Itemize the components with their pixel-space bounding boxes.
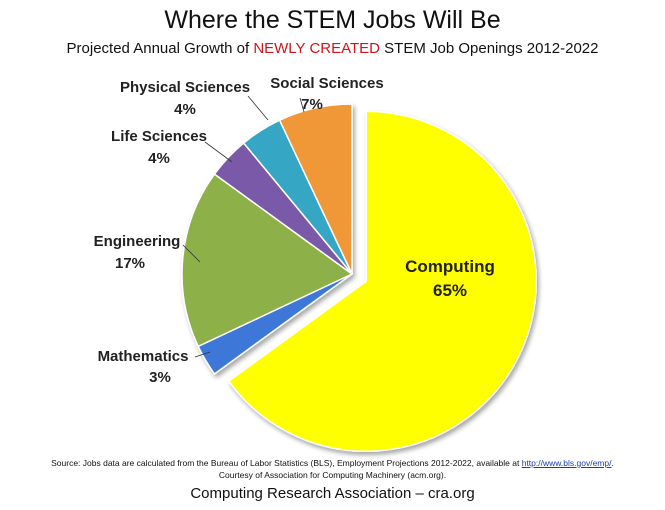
subtitle-highlight: NEWLY CREATED — [253, 40, 380, 57]
chart-title: Where the STEM Jobs Will Be — [164, 6, 501, 34]
pie-chart: Computing 65% Mathematics 3% Engineering 17% L… — [94, 75, 537, 452]
slice-value-engineering: 17% — [115, 255, 145, 272]
leader-line-social-sciences — [299, 97, 305, 113]
slice-label-physical-sciences: Physical Sciences — [120, 79, 250, 96]
leader-line-engineering — [182, 244, 201, 263]
slice-label-mathematics: Mathematics — [98, 348, 189, 365]
slice-value-computing: 65% — [433, 281, 467, 300]
chart-subtitle: Projected Annual Growth of NEWLY CREATED… — [0, 40, 665, 57]
footer-credit: Computing Research Association – cra.org — [190, 485, 475, 502]
subtitle-suffix: STEM Job Openings 2012-2022 — [380, 40, 599, 57]
slice-label-computing: Computing — [405, 257, 495, 276]
source-note: Source: Jobs data are calculated from th… — [0, 457, 665, 481]
slice-engineering — [181, 173, 354, 348]
slice-value-mathematics: 3% — [149, 369, 171, 386]
slice-label-engineering: Engineering — [94, 233, 181, 250]
slice-value-physical-sciences: 4% — [174, 101, 196, 118]
slice-label-social-sciences: Social Sciences — [270, 75, 383, 92]
slice-label-life-sciences: Life Sciences — [111, 128, 207, 145]
leader-line-life-sciences — [204, 141, 233, 163]
slice-value-life-sciences: 4% — [148, 150, 170, 167]
leader-line-mathematics — [194, 351, 211, 358]
source-line-2: Courtesy of Association for Computing Ma… — [218, 470, 447, 480]
slice-social-sciences — [278, 103, 353, 275]
leader-line-physical-sciences — [247, 95, 269, 121]
slice-value-social-sciences: 7% — [301, 96, 323, 113]
subtitle-prefix: Projected Annual Growth of — [66, 40, 254, 57]
source-line-1: Source: Jobs data are calculated from th… — [51, 458, 614, 468]
slice-computing — [227, 110, 537, 452]
bls-link[interactable]: http://www.bls.gov/emp/ — [521, 458, 612, 468]
